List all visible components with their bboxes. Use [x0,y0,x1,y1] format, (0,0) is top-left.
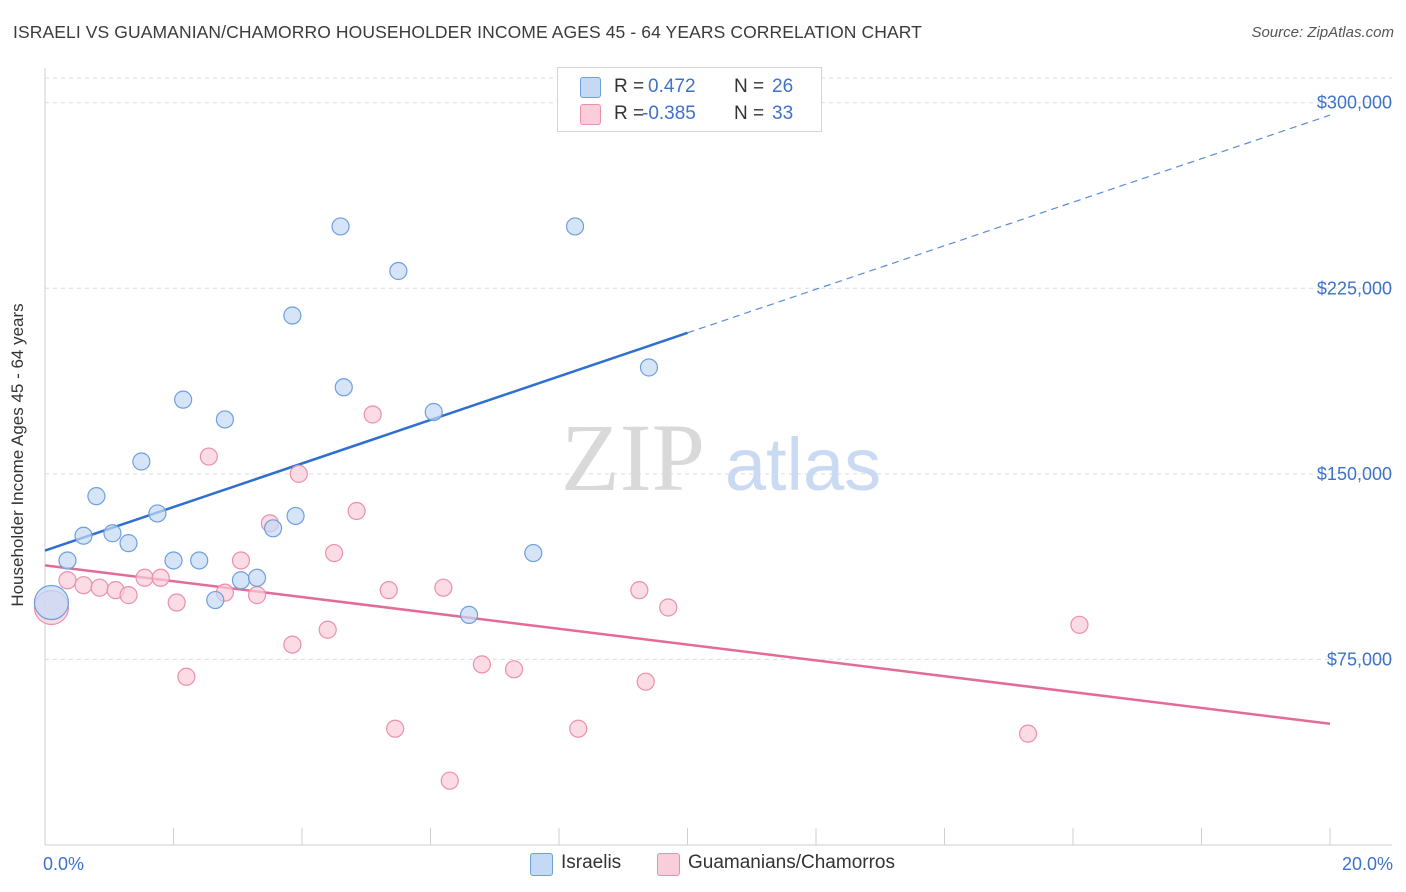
y-axis-label: Householder Income Ages 45 - 64 years [8,303,27,607]
guam-point [90,578,109,597]
guam-swatch [580,104,601,125]
r-value: 0.472 [648,76,696,97]
israeli-point [331,217,350,236]
israeli-point [565,217,585,236]
guam-point [1018,724,1038,743]
y-tick-label: $300,000 [1317,93,1392,113]
israeli-point [164,551,183,570]
guam-point [177,667,196,686]
guam-point [379,581,398,600]
guam-point [325,543,344,563]
data-points [33,217,1089,790]
guam-point [74,576,93,595]
gridlines [45,77,1392,660]
r-label: R = [614,103,645,124]
guam-point [386,719,405,738]
guam-point [231,551,251,570]
israeli-point [119,534,138,553]
tick-labels: $75,000 $150,000 $225,000 $300,000 0.0% 20.0% [43,93,1393,874]
guam-point [440,771,459,790]
guam-trend-line [44,564,1331,726]
guam-point [363,405,382,424]
israeli-point [524,543,543,563]
legend-label-israelis: Israelis [561,852,622,873]
n-value: 26 [772,76,794,97]
israeli-point [231,571,251,590]
guam-point [318,620,337,639]
x-tick-label-max: 20.0% [1342,854,1393,874]
watermark-zip: ZIP [561,404,705,511]
chart-title: ISRAELI VS GUAMANIAN/CHAMORRO HOUSEHOLDE… [13,22,922,42]
israeli-point [389,261,408,281]
guam-point [434,578,453,597]
israeli-point [206,590,225,610]
israeli-point [639,358,659,377]
n-value: 33 [772,103,794,124]
guam-point [1070,615,1089,634]
x-tick-label-min: 0.0% [43,854,84,874]
watermark: ZIP atlas [561,404,881,511]
israeli-point [58,551,77,570]
israeli-point [459,605,479,625]
israeli-point [215,410,234,429]
guam-point [636,672,655,691]
n-label: N = [734,103,765,124]
israeli-point [283,306,302,325]
israeli-point [74,526,93,545]
guam-point [569,719,588,738]
israelis-swatch [580,77,601,98]
n-label: N = [734,76,765,97]
guam-point [472,655,491,674]
israelis-legend-swatch [530,853,553,876]
guam-point [199,447,218,466]
guam-point [347,501,366,521]
axes [44,68,1392,846]
legend-label-guam: Guamanians/Chamorros [688,852,895,873]
guam-point [151,568,170,587]
israeli-point [286,506,305,526]
guam-point [289,464,308,483]
israeli-point [174,390,193,409]
correlation-legend: R = 0.472 N = 26 R = -0.385 N = 33 [557,67,822,132]
israeli-point [190,551,209,570]
israeli-point [87,487,106,506]
israeli-point [103,524,122,543]
guam-point [247,586,267,605]
y-tick-label: $225,000 [1317,278,1392,298]
guam-point [119,586,138,605]
y-tick-label: $75,000 [1327,649,1392,669]
israeli-point [132,452,151,471]
israeli-point [263,519,283,538]
guam-point [504,660,524,679]
r-value: -0.385 [642,103,696,124]
israeli-point [247,568,267,587]
israelis-trend-extension [687,114,1331,334]
israeli-point [33,584,70,621]
source-text: Source: ZipAtlas.com [1251,24,1394,41]
guam-point [135,568,154,587]
guam-point [167,593,186,612]
y-tick-label: $150,000 [1317,464,1392,484]
r-label: R = [614,76,645,97]
israeli-point [334,378,353,397]
guam-point [283,635,302,654]
guam-point [58,571,77,590]
watermark-atlas: atlas [725,423,881,506]
guam-point [630,581,649,600]
israeli-point [424,402,443,422]
israeli-point [148,504,167,523]
guam-point [659,598,678,617]
guam-legend-swatch [657,853,680,876]
